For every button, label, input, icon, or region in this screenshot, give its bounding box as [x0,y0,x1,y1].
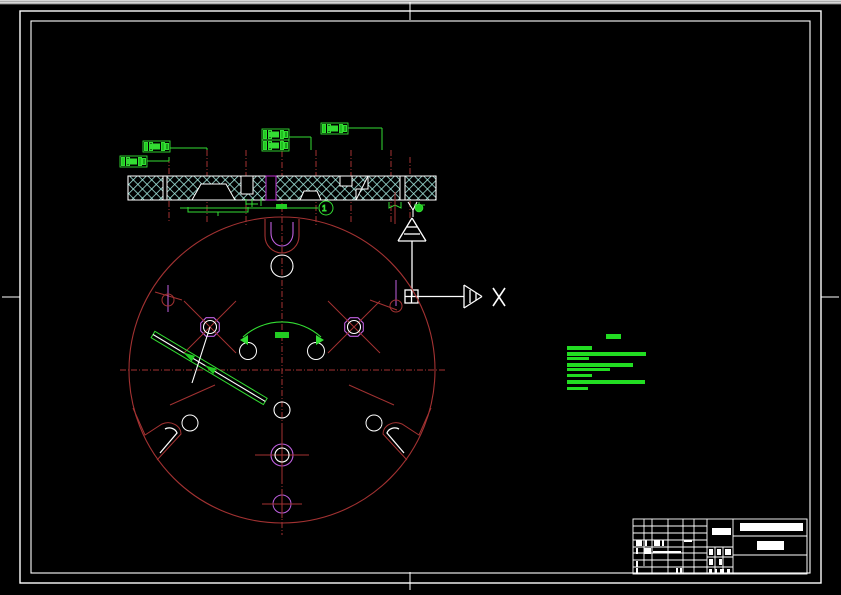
svg-text:1: 1 [322,204,327,213]
